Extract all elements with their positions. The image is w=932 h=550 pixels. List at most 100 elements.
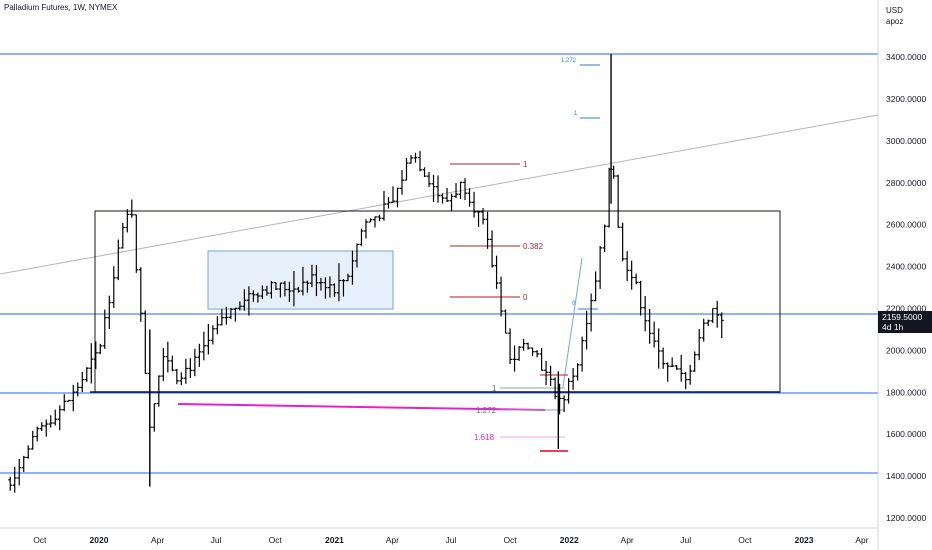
ohlc-bar xyxy=(409,155,414,164)
ohlc-bar xyxy=(458,181,463,200)
ohlc-bar xyxy=(620,222,625,262)
ohlc-bar xyxy=(237,301,242,311)
ohlc-bar xyxy=(102,309,107,349)
ohlc-bar xyxy=(386,197,391,209)
ohlc-bar xyxy=(192,348,197,377)
price-tick-label: 2400.0000 xyxy=(886,262,926,272)
ohlc-bar xyxy=(8,476,13,491)
fib-lower-label-1618: 1.618 xyxy=(474,433,495,442)
scale-mode-label[interactable]: apoz xyxy=(886,17,904,26)
ohlc-bar xyxy=(62,394,67,412)
ohlc-bar xyxy=(26,445,31,459)
ohlc-bar xyxy=(44,419,49,437)
chart-drawings xyxy=(0,53,879,474)
ohlc-bar xyxy=(422,167,427,177)
ohlc-bar xyxy=(530,347,535,357)
price-tick-label: 1400.0000 xyxy=(886,471,926,481)
time-tick-label: Apr xyxy=(386,535,399,545)
price-tick-label: 2000.0000 xyxy=(886,345,926,355)
ohlc-bar xyxy=(341,278,346,297)
ohlc-bar xyxy=(179,372,184,386)
ohlc-bar xyxy=(652,321,657,348)
ohlc-bar xyxy=(548,365,553,387)
price-tick-label: 2200.0000 xyxy=(886,304,926,314)
ohlc-bar xyxy=(665,362,670,382)
ohlc-bar xyxy=(246,286,251,316)
time-axis[interactable]: Oct 2020 Apr Jul Oct 2021 Apr Jul Oct 2022 Apr Jul O… xyxy=(33,535,869,545)
ohlc-bar xyxy=(634,273,639,285)
ohlc-bar xyxy=(445,188,450,203)
ohlc-bar xyxy=(39,422,44,431)
ohlc-bar xyxy=(436,175,441,203)
ohlc-bar xyxy=(138,267,143,322)
ohlc-bar xyxy=(161,348,166,382)
ohlc-bar xyxy=(152,402,157,432)
ohlc-bar xyxy=(233,307,238,322)
ohlc-bar xyxy=(526,342,531,350)
ohlc-bar xyxy=(75,382,80,397)
time-tick-label: Oct xyxy=(738,535,752,545)
ohlc-bar xyxy=(282,281,287,297)
ohlc-bar xyxy=(215,316,220,335)
ohlc-bar xyxy=(481,208,486,225)
ohlc-bar xyxy=(93,341,98,370)
ohlc-bars xyxy=(8,54,724,493)
time-tick-label: Apr xyxy=(621,535,634,545)
ohlc-bar xyxy=(670,357,675,368)
price-tick-label: 2800.0000 xyxy=(886,178,926,188)
ohlc-bar xyxy=(188,358,193,378)
ohlc-bar xyxy=(463,178,468,200)
ohlc-bar xyxy=(278,282,283,298)
ohlc-bar xyxy=(48,415,53,428)
ohlc-bar xyxy=(35,426,40,442)
ohlc-bar xyxy=(688,364,693,385)
ohlc-bar xyxy=(440,193,445,204)
ohlc-bar xyxy=(404,157,409,181)
ohlc-bar xyxy=(354,243,359,268)
ohlc-bar xyxy=(390,186,395,203)
ohlc-bar xyxy=(539,347,544,371)
ohlc-bar xyxy=(129,199,134,218)
ohlc-bar xyxy=(593,271,598,302)
ohlc-bar xyxy=(566,378,571,404)
fib-ext-label-1272: 1.272 xyxy=(561,58,577,64)
ohlc-bar xyxy=(17,458,22,486)
price-tick-label: 2600.0000 xyxy=(886,220,926,230)
trend-line xyxy=(0,114,879,275)
ohlc-bar xyxy=(697,329,702,361)
ohlc-bar xyxy=(71,384,76,412)
ohlc-bar xyxy=(89,343,94,384)
ohlc-bar xyxy=(296,286,301,293)
ohlc-bar xyxy=(647,308,652,344)
ohlc-bar xyxy=(80,371,85,393)
ohlc-bar xyxy=(287,281,292,303)
time-tick-label: Apr xyxy=(855,535,868,545)
ohlc-bar xyxy=(107,295,112,329)
ohlc-bar xyxy=(643,296,648,332)
ohlc-bar xyxy=(183,358,188,384)
ohlc-bar xyxy=(336,263,341,302)
ohlc-bar xyxy=(476,210,481,227)
ohlc-bar xyxy=(116,239,121,281)
ohlc-bar xyxy=(399,170,404,195)
chart-title: Palladium Futures, 1W, NYMEX xyxy=(4,3,118,12)
ohlc-bar xyxy=(575,363,580,381)
ohlc-bar xyxy=(503,309,508,334)
ohlc-bar xyxy=(710,307,715,323)
price-axis[interactable]: 3400.0000 3200.0000 3000.0000 2800.0000 2600… xyxy=(886,52,926,523)
fib-lower-label-1: 1 xyxy=(492,384,497,393)
ohlc-bar xyxy=(616,174,621,228)
price-tick-label: 3000.0000 xyxy=(886,136,926,146)
ohlc-bar xyxy=(521,338,526,351)
time-tick-label: Jul xyxy=(680,535,691,545)
ohlc-bar xyxy=(165,341,170,373)
ohlc-bar xyxy=(679,354,684,382)
ohlc-bar xyxy=(706,319,711,326)
ohlc-bar xyxy=(170,355,175,372)
ohlc-bar xyxy=(508,328,513,365)
ohlc-bar xyxy=(494,255,499,289)
ohlc-bar xyxy=(580,336,585,372)
fib-ext-label-0: 0 xyxy=(572,301,576,307)
ohlc-bar xyxy=(251,290,256,302)
